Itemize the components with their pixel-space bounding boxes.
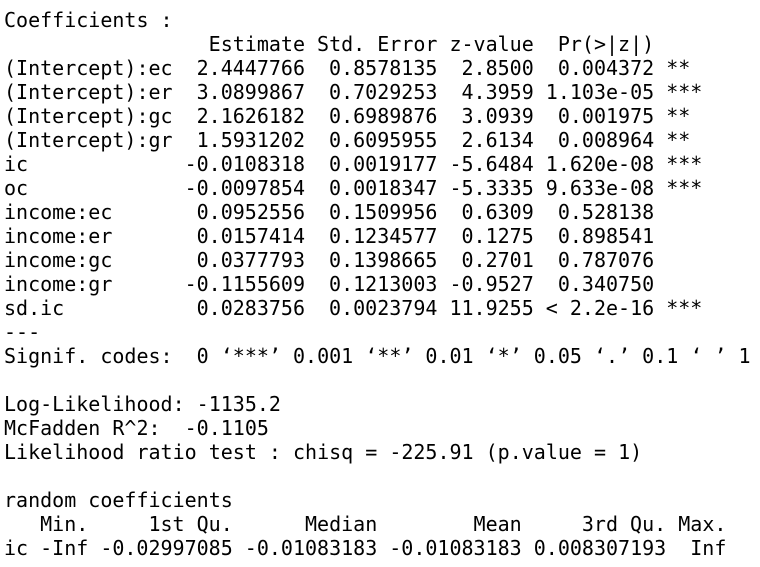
column-header: Median — [304, 512, 378, 536]
cell: -Inf — [40, 536, 89, 560]
cell: 0.0157414 — [196, 224, 305, 248]
column-header: 3rd Qu. — [581, 512, 667, 536]
cell: 2.6134 — [461, 128, 534, 152]
cell: 2.4447766 — [196, 56, 305, 80]
cell: -0.02997085 — [100, 536, 233, 560]
cell: < 2.2e-16 — [545, 296, 655, 320]
cell: 0.008307193 — [533, 536, 667, 560]
cell: 0.0377793 — [196, 248, 305, 272]
cell: 0.6309 — [461, 200, 534, 224]
cell: 0.0019177 — [329, 152, 438, 176]
row-name: sd.ic — [4, 296, 65, 320]
row-name: (Intercept):er — [4, 80, 173, 104]
cell: -0.9527 — [449, 272, 534, 296]
signif-stars: *** — [666, 296, 703, 320]
cell: 0.898541 — [557, 224, 655, 248]
cell: -0.0108318 — [184, 152, 306, 176]
cell: 4.3959 — [461, 80, 534, 104]
cell: -0.01083183 — [244, 536, 378, 560]
column-header: 1st Qu. — [148, 512, 233, 536]
row-name: income:ec — [4, 200, 113, 224]
signif-stars: ** — [666, 56, 691, 80]
cell: 11.9255 — [449, 296, 534, 320]
cell: 0.1234577 — [329, 224, 438, 248]
separator: --- — [4, 320, 41, 344]
cell: 0.7029253 — [329, 80, 438, 104]
cell: 0.6095955 — [329, 128, 438, 152]
row-name: ic — [4, 152, 29, 176]
cell: 2.8500 — [461, 56, 534, 80]
cell: 3.0939 — [461, 104, 534, 128]
cell: 0.004372 — [557, 56, 655, 80]
column-header: z-value — [449, 32, 534, 56]
row-name: (Intercept):gc — [4, 104, 173, 128]
cell: 0.2701 — [461, 248, 534, 272]
signif-stars: *** — [666, 176, 703, 200]
log-likelihood: Log-Likelihood: -1135.2 — [4, 392, 281, 416]
cell: -0.01083183 — [389, 536, 522, 560]
section-title: Coefficients : — [4, 8, 173, 32]
column-header: Min. — [40, 512, 89, 536]
cell: 1.103e-05 — [545, 80, 655, 104]
cell: -0.0097854 — [184, 176, 306, 200]
cell: 0.001975 — [557, 104, 655, 128]
cell: -0.1155609 — [184, 272, 306, 296]
cell: 0.0018347 — [329, 176, 438, 200]
row-name: income:gc — [4, 248, 113, 272]
cell: 0.787076 — [557, 248, 655, 272]
cell: Inf — [690, 536, 727, 560]
cell: 0.528138 — [557, 200, 655, 224]
cell: 0.1213003 — [329, 272, 438, 296]
cell: -5.3335 — [449, 176, 534, 200]
cell: 0.6989876 — [329, 104, 438, 128]
row-name: income:er — [4, 224, 113, 248]
section-title: random coefficients — [4, 488, 233, 512]
cell: 0.8578135 — [329, 56, 438, 80]
signif-codes: Signif. codes: 0 ‘***’ 0.001 ‘**’ 0.01 ‘… — [4, 344, 751, 368]
cell: 0.340750 — [557, 272, 655, 296]
row-name: income:gr — [4, 272, 113, 296]
row-name: ic — [4, 536, 29, 560]
row-name: (Intercept):ec — [4, 56, 173, 80]
cell: 0.0283756 — [196, 296, 305, 320]
cell: 1.620e-08 — [545, 152, 655, 176]
cell: 2.1626182 — [196, 104, 305, 128]
row-name: (Intercept):gr — [4, 128, 173, 152]
column-header: Estimate — [208, 32, 305, 56]
cell: 0.0952556 — [196, 200, 305, 224]
signif-stars: *** — [666, 152, 703, 176]
signif-stars: *** — [666, 80, 703, 104]
column-header: Std. Error — [317, 32, 438, 56]
mcfadden-r2: McFadden R^2: -0.1105 — [4, 416, 269, 440]
cell: 9.633e-08 — [545, 176, 655, 200]
lr-test: Likelihood ratio test : chisq = -225.91 … — [4, 440, 643, 464]
signif-stars: ** — [666, 128, 691, 152]
cell: 0.1509956 — [329, 200, 438, 224]
row-name: oc — [4, 176, 29, 200]
cell: 0.008964 — [557, 128, 655, 152]
cell: -5.6484 — [449, 152, 534, 176]
cell: 3.0899867 — [196, 80, 305, 104]
column-header: Max. — [678, 512, 727, 536]
cell: 1.5931202 — [196, 128, 305, 152]
cell: 0.1398665 — [329, 248, 438, 272]
cell: 0.1275 — [461, 224, 534, 248]
column-header: Pr(>|z|) — [557, 32, 655, 56]
signif-stars: ** — [666, 104, 691, 128]
column-header: Mean — [473, 512, 522, 536]
cell: 0.0023794 — [329, 296, 438, 320]
